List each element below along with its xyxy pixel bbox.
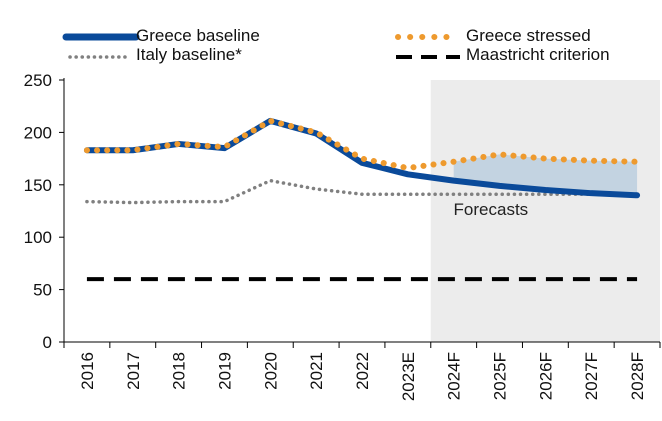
x-tick-label: 2016 bbox=[78, 352, 97, 390]
x-tick-label: 2021 bbox=[307, 352, 326, 390]
legend-swatch-greece-stressed bbox=[395, 34, 461, 40]
legend-italy-baseline: Italy baseline* bbox=[60, 45, 290, 67]
legend-swatch-maastricht bbox=[396, 55, 460, 59]
series-italy-baseline bbox=[85, 178, 639, 205]
legend-maastricht: Maastricht criterion bbox=[390, 45, 650, 67]
y-tick-label: 50 bbox=[33, 281, 52, 300]
x-tick-label: 2020 bbox=[261, 352, 280, 390]
y-tick-label: 250 bbox=[24, 71, 52, 90]
legend-label-greece-stressed: Greece stressed bbox=[466, 26, 591, 45]
y-tick-label: 100 bbox=[24, 228, 52, 247]
y-tick-label: 150 bbox=[24, 176, 52, 195]
x-tick-label: 2027F bbox=[582, 352, 601, 400]
x-tick-label: 2026F bbox=[536, 352, 555, 400]
x-tick-label: 2018 bbox=[170, 352, 189, 390]
y-tick-label: 200 bbox=[24, 123, 52, 142]
x-tick-label: 2022 bbox=[353, 352, 372, 390]
legend-swatch-italy-baseline bbox=[68, 55, 130, 59]
forecast-shading bbox=[430, 80, 660, 342]
series-greece-stressed bbox=[83, 117, 641, 172]
legend-label-italy-baseline: Italy baseline* bbox=[136, 45, 242, 64]
x-tick-label: 2023E bbox=[399, 352, 418, 401]
x-tick-label: 2024F bbox=[445, 352, 464, 400]
legend-greece-baseline: Greece baseline bbox=[60, 26, 290, 48]
y-tick-label: 0 bbox=[43, 333, 52, 352]
x-tick-label: 2019 bbox=[215, 352, 234, 390]
x-tick-label: 2025F bbox=[491, 352, 510, 400]
x-tick-label: 2028F bbox=[628, 352, 647, 400]
x-tick-label: 2017 bbox=[124, 352, 143, 390]
forecasts-annotation: Forecasts bbox=[454, 200, 529, 219]
legend-swatch-greece-baseline bbox=[62, 33, 140, 41]
legend-label-maastricht: Maastricht criterion bbox=[466, 45, 610, 64]
legend-greece-stressed: Greece stressed bbox=[390, 26, 650, 48]
legend-label-greece-baseline: Greece baseline bbox=[136, 26, 260, 45]
